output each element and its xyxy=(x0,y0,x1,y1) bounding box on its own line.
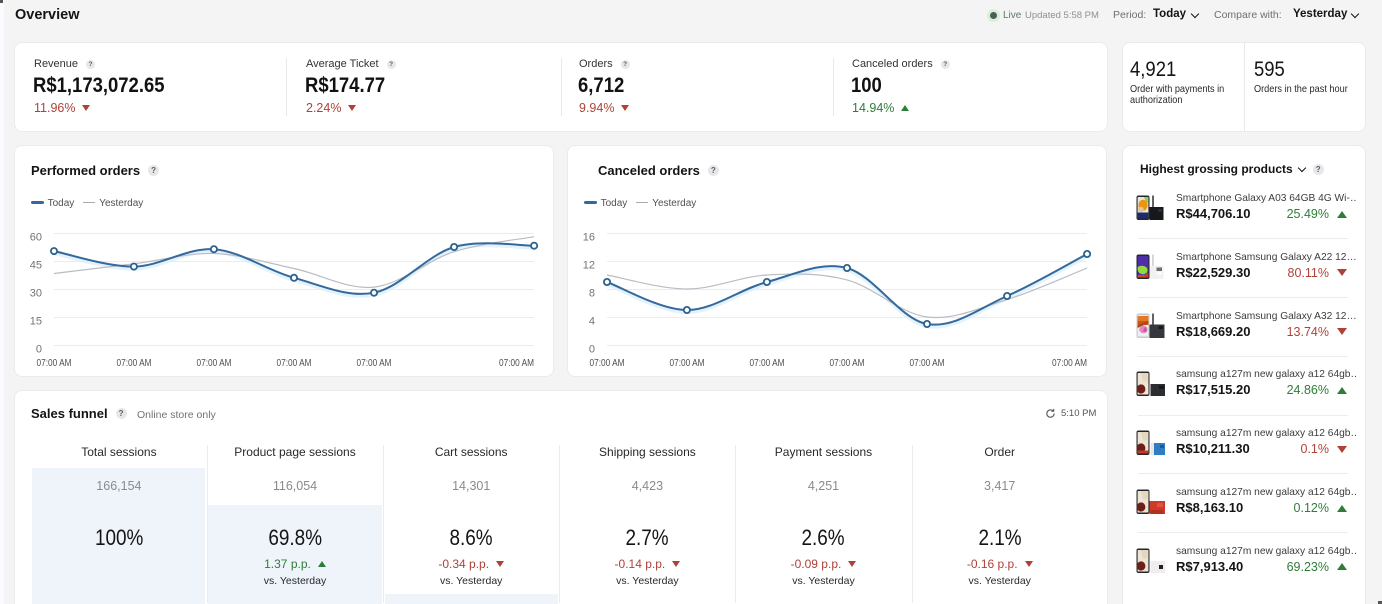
svg-text:07:00 AM: 07:00 AM xyxy=(830,358,865,369)
svg-text:07:00 AM: 07:00 AM xyxy=(357,358,392,369)
svg-text:45: 45 xyxy=(30,259,42,271)
svg-text:07:00 AM: 07:00 AM xyxy=(117,358,152,369)
svg-text:30: 30 xyxy=(30,287,42,299)
svg-text:07:00 AM: 07:00 AM xyxy=(499,358,534,369)
svg-text:07:00 AM: 07:00 AM xyxy=(1052,358,1087,369)
svg-text:15: 15 xyxy=(30,315,42,327)
svg-text:0: 0 xyxy=(589,343,595,355)
svg-text:16: 16 xyxy=(583,231,595,243)
svg-text:07:00 AM: 07:00 AM xyxy=(670,358,705,369)
svg-text:07:00 AM: 07:00 AM xyxy=(37,358,72,369)
svg-text:07:00 AM: 07:00 AM xyxy=(277,358,312,369)
svg-text:07:00 AM: 07:00 AM xyxy=(750,358,785,369)
svg-text:07:00 AM: 07:00 AM xyxy=(590,358,625,369)
svg-text:8: 8 xyxy=(589,287,595,299)
svg-text:07:00 AM: 07:00 AM xyxy=(910,358,945,369)
svg-text:12: 12 xyxy=(583,259,595,271)
svg-text:4: 4 xyxy=(589,315,595,327)
svg-text:60: 60 xyxy=(30,231,42,243)
svg-text:07:00 AM: 07:00 AM xyxy=(197,358,232,369)
svg-text:0: 0 xyxy=(36,343,42,355)
